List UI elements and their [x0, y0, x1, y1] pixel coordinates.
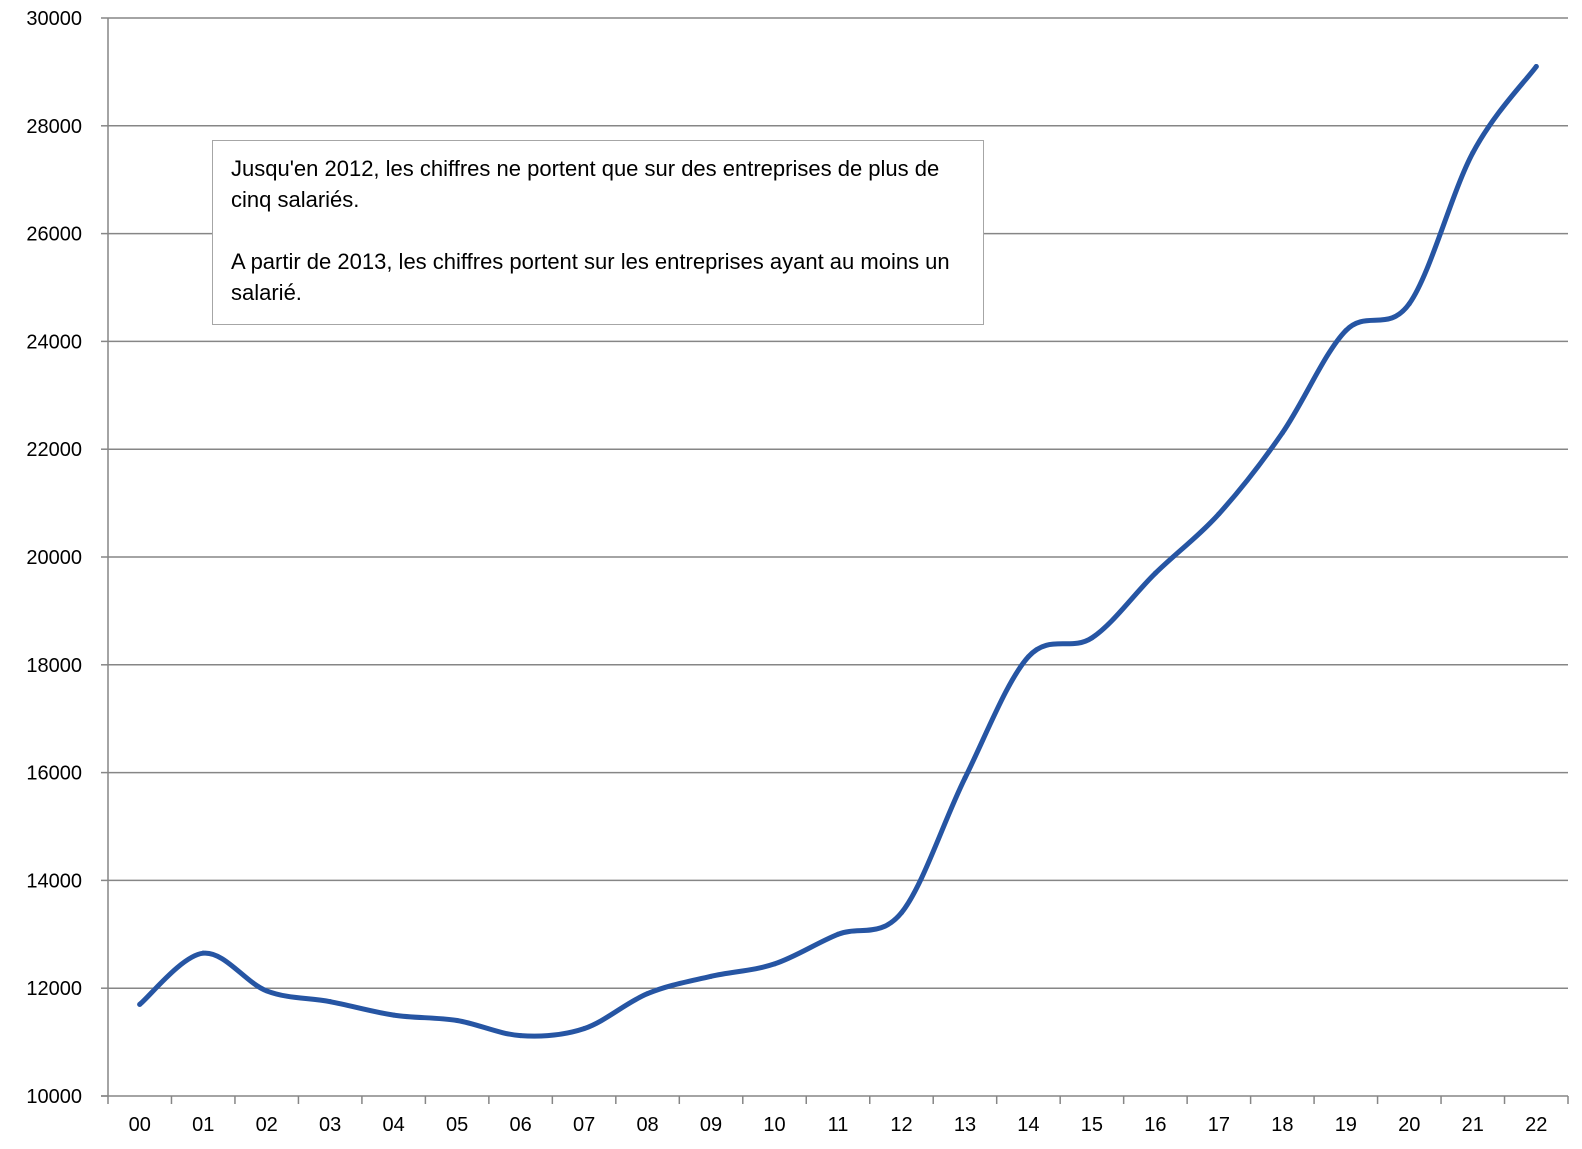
x-tick-label-02: 02	[256, 1114, 278, 1136]
data-point-09	[708, 973, 714, 979]
data-point-21	[1470, 150, 1476, 156]
x-tick-label-06: 06	[509, 1114, 531, 1136]
x-tick-label-21: 21	[1462, 1114, 1484, 1136]
x-tick-label-03: 03	[319, 1114, 341, 1136]
y-tick-label-26000: 26000	[26, 224, 82, 246]
x-tick-label-18: 18	[1271, 1114, 1293, 1136]
gridlines	[108, 17, 1568, 989]
x-tick-label-09: 09	[700, 1114, 722, 1136]
y-tick-label-22000: 22000	[26, 439, 82, 461]
data-point-00	[137, 1001, 143, 1007]
data-point-18	[1279, 430, 1285, 436]
y-axis-ticks: 10000 12000 14000 16000 18000 20000 22000 24000…	[26, 8, 108, 1108]
x-tick-label-08: 08	[636, 1114, 658, 1136]
data-point-08	[645, 991, 651, 997]
y-tick-label-24000: 24000	[26, 331, 82, 353]
x-tick-label-15: 15	[1081, 1114, 1103, 1136]
x-tick-label-07: 07	[573, 1114, 595, 1136]
data-point-22	[1533, 64, 1539, 70]
annotation-box: Jusqu'en 2012, les chiffres ne portent q…	[212, 140, 984, 325]
data-point-07	[581, 1026, 587, 1032]
x-tick-label-04: 04	[383, 1114, 405, 1136]
y-tick-label-20000: 20000	[26, 547, 82, 569]
x-tick-label-17: 17	[1208, 1114, 1230, 1136]
x-tick-label-12: 12	[890, 1114, 912, 1136]
y-tick-label-18000: 18000	[26, 655, 82, 677]
axes	[101, 18, 1568, 1104]
data-point-12	[898, 910, 904, 916]
data-point-06	[518, 1033, 524, 1039]
y-tick-label-16000: 16000	[26, 763, 82, 785]
y-tick-label-10000: 10000	[26, 1086, 82, 1108]
data-point-01	[200, 950, 206, 956]
data-point-19	[1343, 328, 1349, 334]
x-tick-label-19: 19	[1335, 1114, 1357, 1136]
y-tick-label-30000: 30000	[26, 8, 82, 30]
y-tick-label-28000: 28000	[26, 116, 82, 138]
x-tick-label-01: 01	[192, 1114, 214, 1136]
x-tick-label-22: 22	[1525, 1114, 1547, 1136]
x-tick-label-10: 10	[763, 1114, 785, 1136]
x-tick-label-11: 11	[828, 1114, 849, 1136]
y-tick-label-14000: 14000	[26, 870, 82, 892]
data-point-14	[1025, 654, 1031, 660]
data-point-20	[1406, 301, 1412, 307]
series-group	[137, 64, 1539, 1039]
data-point-15	[1089, 635, 1095, 641]
data-point-17	[1216, 511, 1222, 517]
data-point-10	[772, 961, 778, 967]
annotation-line-2: A partir de 2013, les chiffres portent s…	[231, 249, 950, 305]
x-tick-label-16: 16	[1144, 1114, 1166, 1136]
x-tick-label-13: 13	[954, 1114, 976, 1136]
data-point-16	[1152, 570, 1158, 576]
data-point-11	[835, 931, 841, 937]
annotation-line-1: Jusqu'en 2012, les chiffres ne portent q…	[231, 156, 940, 212]
data-point-04	[391, 1012, 397, 1018]
x-tick-label-20: 20	[1398, 1114, 1420, 1136]
x-axis-ticks: 00 01 02 03 04 05 06 07 08 09 10 11 12 13 14 15 16 17 18 19…	[129, 1096, 1569, 1136]
data-point-13	[962, 775, 968, 781]
x-tick-label-14: 14	[1017, 1114, 1039, 1136]
data-point-03	[327, 999, 333, 1005]
y-tick-label-12000: 12000	[26, 978, 82, 1000]
data-point-05	[454, 1018, 460, 1024]
x-tick-label-00: 00	[129, 1114, 151, 1136]
x-tick-label-05: 05	[446, 1114, 468, 1136]
data-point-02	[264, 988, 270, 994]
